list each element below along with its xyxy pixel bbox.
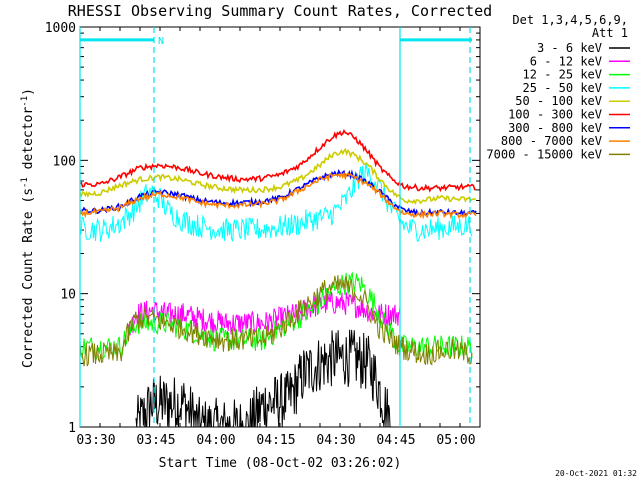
y-axis-label-sup2: -1	[20, 96, 30, 107]
y-tick-label: 10	[60, 288, 76, 303]
y-axis-label: Corrected Count Rate (s-1 detector-1)	[20, 88, 36, 368]
legend-header-line1: Det 1,3,4,5,6,9,	[512, 13, 628, 27]
series-3-6-kev	[135, 329, 392, 428]
series-300-800-kev	[79, 168, 477, 218]
chart-title: RHESSI Observing Summary Count Rates, Co…	[68, 2, 492, 20]
marker-group: N	[79, 27, 472, 427]
y-axis-label-mid: detector	[21, 107, 36, 178]
series-7000-15000-kev	[79, 275, 473, 367]
x-tick-label: 05:00	[436, 433, 475, 448]
series-50-100-kev	[79, 147, 477, 206]
axis-ticks	[79, 27, 481, 428]
flag-label: N	[158, 36, 164, 47]
x-axis-label: Start Time (08-Oct-02 03:26:02)	[159, 456, 402, 471]
footer-date: 20-Oct-2021 01:32	[555, 469, 637, 478]
series-100-300-kev	[79, 128, 477, 193]
x-tick-label: 04:15	[256, 433, 295, 448]
legend-label: 300 - 800 keV	[508, 121, 602, 135]
x-tick-label: 03:45	[136, 433, 175, 448]
legend-label: 100 - 300 keV	[508, 108, 602, 122]
x-tick-label: 04:30	[316, 433, 355, 448]
series-6-12-kev	[127, 291, 401, 336]
plot-frame	[79, 26, 481, 428]
legend-label: 3 - 6 keV	[537, 41, 602, 55]
legend-label: 12 - 25 keV	[523, 68, 602, 82]
legend-label: 7000 - 15000 keV	[486, 147, 602, 161]
x-tick-label: 03:30	[76, 433, 115, 448]
x-tick-label: 04:00	[196, 433, 235, 448]
legend-label: 25 - 50 keV	[523, 81, 602, 95]
x-tick-labels: 03:30 03:45 04:00 04:15 04:30 04:45 05:00	[76, 433, 475, 448]
y-axis-label-end: )	[21, 88, 36, 96]
legend-label: 6 - 12 keV	[530, 54, 602, 68]
series-800-7000-kev	[79, 171, 477, 220]
y-tick-label: 100	[53, 154, 76, 169]
y-axis-label-sup1: -1	[20, 177, 30, 188]
y-tick-label: 1000	[45, 21, 76, 36]
legend-label: 800 - 7000 keV	[501, 134, 602, 148]
legend-header-line2: Att 1	[592, 26, 628, 40]
plot-border	[79, 26, 481, 428]
y-axis-label-main: Corrected Count Rate (s	[21, 188, 36, 368]
y-tick-label: 1	[68, 421, 76, 436]
series-group	[79, 128, 477, 428]
legend-label: 50 - 100 keV	[515, 94, 602, 108]
x-tick-label: 04:45	[376, 433, 415, 448]
y-tick-labels: 1 10 100 1000	[45, 21, 76, 436]
series-25-50-kev	[79, 162, 473, 242]
